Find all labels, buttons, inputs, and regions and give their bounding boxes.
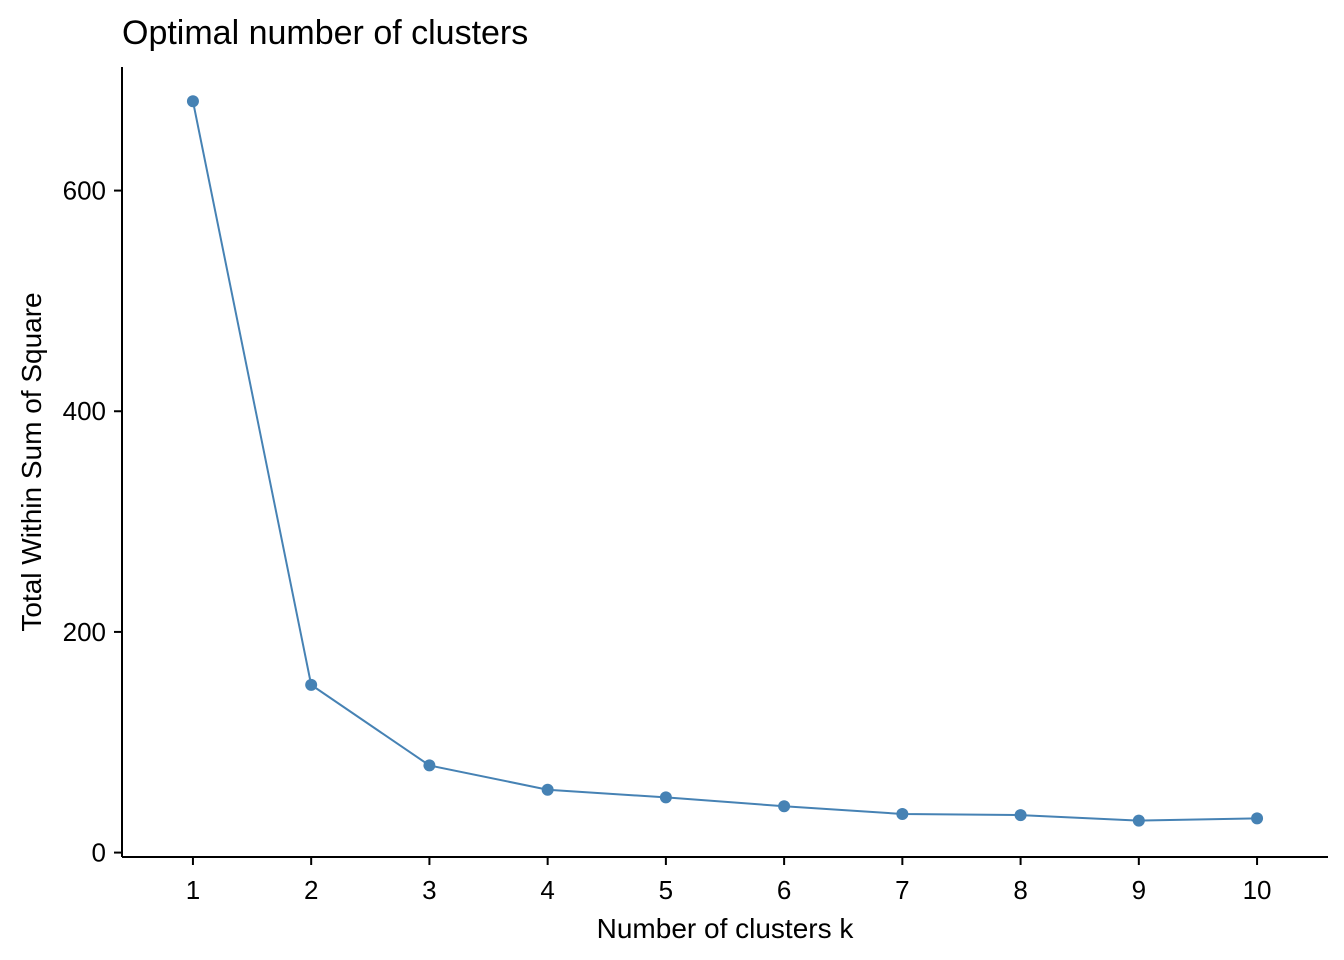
series-point (541, 783, 554, 796)
y-tick-label: 400 (63, 396, 106, 426)
x-tick-label: 8 (1013, 875, 1027, 905)
y-tick-label: 0 (92, 838, 106, 868)
x-axis-title: Number of clusters k (597, 913, 855, 944)
y-tick-label: 600 (63, 176, 106, 206)
series-point (659, 791, 672, 804)
series-point (1014, 809, 1027, 822)
series-point (1132, 814, 1145, 827)
series-point (778, 800, 791, 813)
x-tick-label: 3 (422, 875, 436, 905)
x-tick-label: 10 (1243, 875, 1272, 905)
y-ticks: 0 200 400 600 (63, 176, 122, 868)
series-line (191, 101, 1258, 822)
chart-title: Optimal number of clusters (122, 14, 528, 52)
series-point (896, 807, 909, 820)
y-tick-label: 200 (63, 617, 106, 647)
x-tick-label: 4 (540, 875, 554, 905)
x-tick-label: 2 (304, 875, 318, 905)
x-tick-label: 5 (659, 875, 673, 905)
x-tick-label: 6 (777, 875, 791, 905)
x-tick-label: 7 (895, 875, 909, 905)
series-point (1251, 812, 1264, 825)
series-point (186, 95, 199, 108)
y-axis-title: Total Within Sum of Square (16, 292, 47, 631)
series-points (186, 95, 1264, 827)
series-layer (186, 95, 1264, 827)
x-tick-label: 1 (186, 875, 200, 905)
series-point (305, 678, 318, 691)
x-tick-label: 9 (1132, 875, 1146, 905)
axes (121, 67, 1328, 858)
x-ticks: 1 2 3 4 5 6 7 8 9 10 (186, 857, 1272, 905)
series-point (423, 759, 436, 772)
